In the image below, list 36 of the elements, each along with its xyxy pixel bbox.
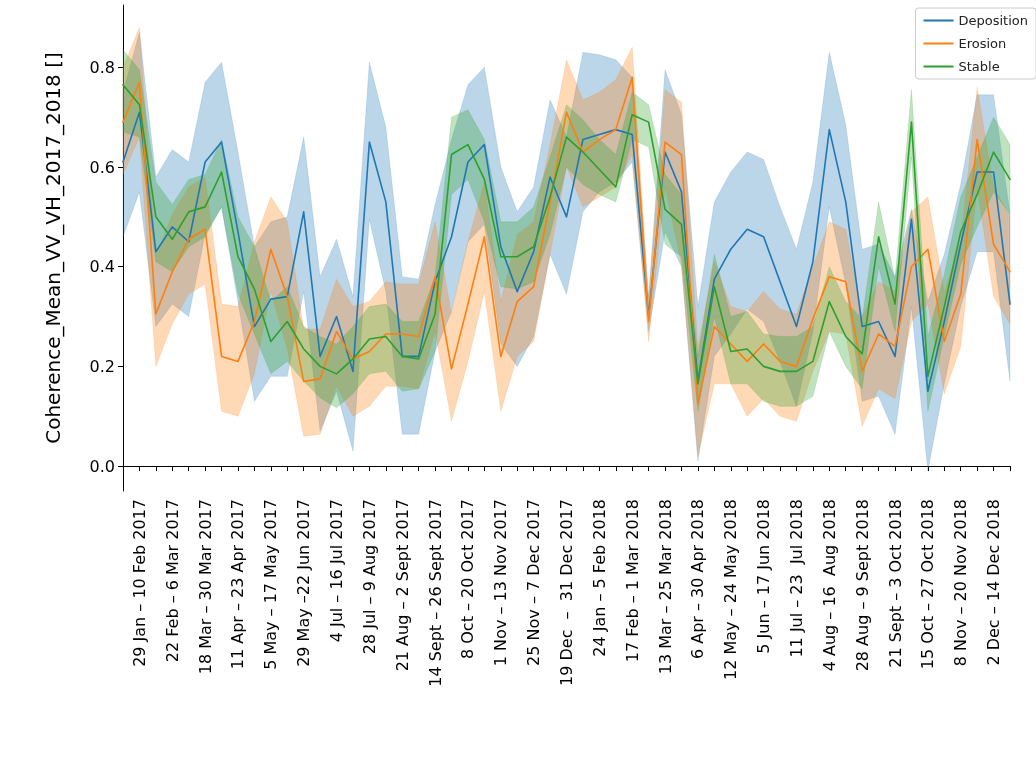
x-tick-label: 13 Mar – 25 Mar 2018 <box>655 499 675 675</box>
y-tick-label: 0.2 <box>89 356 115 376</box>
x-tick-label: 24 Jan – 5 Feb 2018 <box>589 499 609 657</box>
x-tick-label: 2 Dec – 14 Dec 2018 <box>984 499 1004 666</box>
x-tick-label: 29 May –22 Jun 2017 <box>294 499 314 667</box>
x-tick-label: 15 Oct – 27 Oct 2018 <box>918 499 938 670</box>
y-tick-label: 0.8 <box>89 57 115 77</box>
x-tick-label: 8 Nov – 20 Nov 2018 <box>951 499 971 667</box>
x-tick-label: 29 Jan – 10 Feb 2017 <box>129 499 149 667</box>
x-tick-label: 19 Dec – 31 Dec 2017 <box>557 499 576 686</box>
legend-label: Deposition <box>958 13 1029 28</box>
x-tick-label: 21 Sept – 3 Oct 2018 <box>885 499 905 668</box>
x-tick-label: 4 Jul – 16 Jul 2017 <box>327 499 347 643</box>
x-tick-label: 5 May – 17 May 2017 <box>261 499 281 670</box>
y-tick-label: 0.6 <box>89 157 115 177</box>
legend-label: Erosion <box>958 36 1007 51</box>
x-tick-label: 14 Sept – 26 Sept 2017 <box>425 499 445 687</box>
x-tick-label: 25 Nov – 7 Dec 2017 <box>524 499 544 666</box>
x-tick-label: 11 Apr – 23 Apr 2017 <box>228 499 248 670</box>
x-tick-label: 21 Aug – 2 Sept 2017 <box>392 499 412 672</box>
x-tick-label: 18 Mar – 30 Mar 2017 <box>195 499 215 675</box>
x-tick-label: 4 Aug – 16 Aug 2018 <box>819 499 839 672</box>
x-tick-label: 28 Aug – 9 Sept 2018 <box>852 499 872 672</box>
x-tick-label: 8 Oct – 20 Oct 2017 <box>458 499 478 660</box>
x-tick-label: 5 Jun – 17 Jun 2018 <box>754 499 774 654</box>
x-tick-label: 11 Jul – 23 Jul 2018 <box>786 499 806 658</box>
x-tick-label: 22 Feb – 6 Mar 2017 <box>162 499 182 663</box>
x-tick-label: 28 Jul – 9 Aug 2017 <box>359 499 379 655</box>
x-tick-label: 12 May – 24 May 2018 <box>721 499 741 681</box>
x-tick-label: 17 Feb – 1 Mar 2018 <box>622 499 642 663</box>
y-axis-title: Coherence_Mean_VV_VH_2017_2018 [] <box>41 52 65 444</box>
y-tick-label: 0.0 <box>89 456 115 476</box>
legend-label: Stable <box>958 59 1000 74</box>
x-tick-label: 6 Apr – 30 Apr 2018 <box>688 499 708 660</box>
x-tick-label: 1 Nov – 13 Nov 2017 <box>491 499 511 667</box>
y-tick-label: 0.4 <box>89 257 115 277</box>
